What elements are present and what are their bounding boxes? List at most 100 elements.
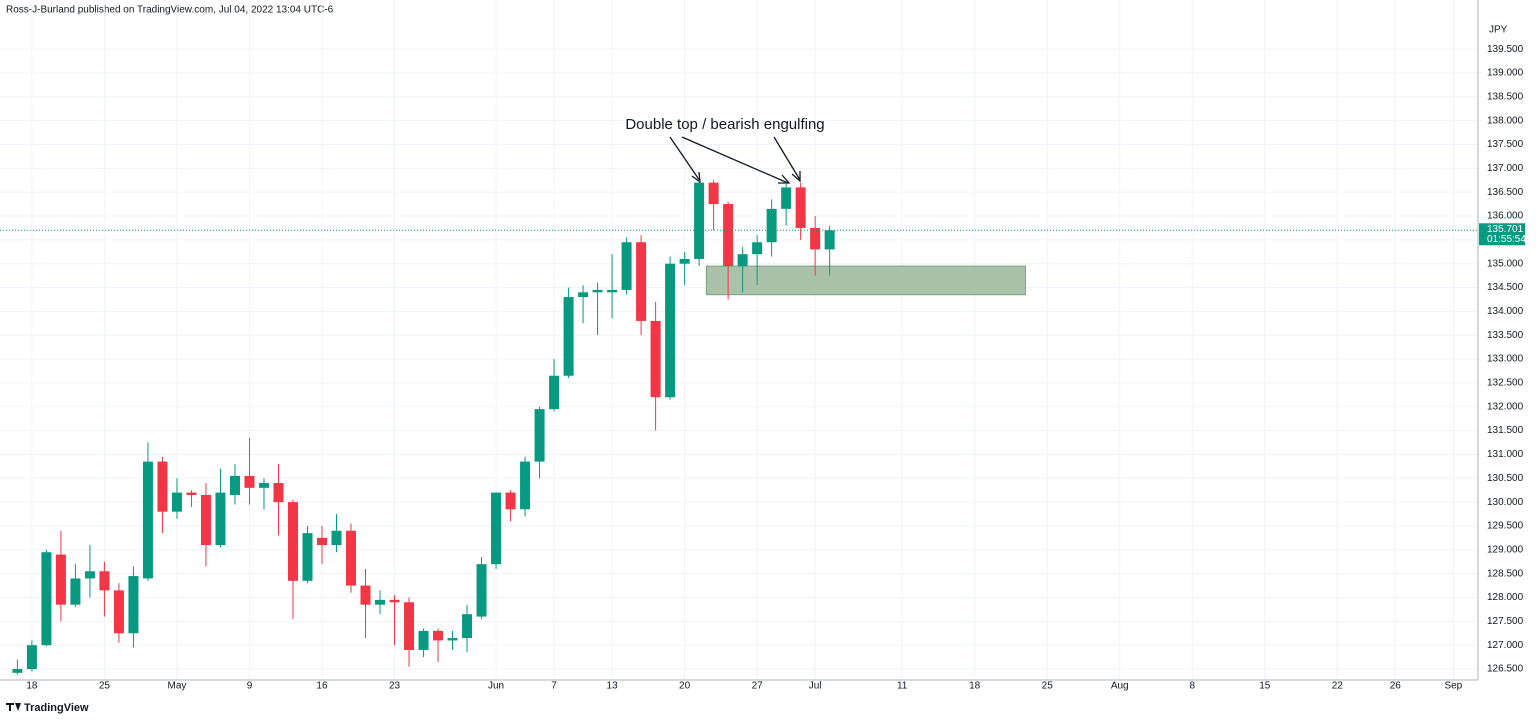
candle-body [287, 502, 298, 581]
candle-body [621, 242, 632, 290]
candle-body [679, 258, 690, 264]
x-tick-label: Jun [488, 681, 504, 692]
candle-body [302, 533, 313, 581]
candle-body [404, 602, 415, 650]
candle-body [128, 576, 139, 634]
y-tick-label: 139.500 [1487, 44, 1524, 55]
y-tick-label: 127.500 [1487, 616, 1524, 627]
y-tick-label: 129.000 [1487, 544, 1524, 555]
y-tick-label: 136.000 [1487, 211, 1524, 222]
y-tick-label: 135.000 [1487, 258, 1524, 269]
candle-body [607, 289, 618, 293]
x-tick-label: 20 [679, 681, 691, 692]
y-tick-label: 133.000 [1487, 354, 1524, 365]
y-tick-label: 128.000 [1487, 592, 1524, 603]
candle-body [99, 571, 110, 591]
candle-body [41, 552, 52, 646]
x-tick-label: Jul [809, 681, 822, 692]
candle-body [273, 483, 284, 503]
x-tick-label: 25 [1042, 681, 1054, 692]
x-tick-label: May [168, 681, 187, 692]
x-tick-label: 25 [99, 681, 111, 692]
candle-body [578, 292, 589, 298]
y-tick-label: 137.500 [1487, 139, 1524, 150]
candle-body [549, 375, 560, 410]
y-tick-label: 138.500 [1487, 91, 1524, 102]
candle-body [346, 530, 357, 586]
x-tick-label: 18 [26, 681, 38, 692]
footer: TradingView [24, 702, 89, 714]
candle-body [84, 571, 95, 579]
y-tick-label: 131.500 [1487, 425, 1524, 436]
y-tick-label: 134.000 [1487, 306, 1524, 317]
candle-body [26, 645, 37, 670]
y-tick-label: 133.500 [1487, 330, 1524, 341]
x-tick-label: 8 [1189, 681, 1195, 692]
x-tick-label: 11 [897, 681, 908, 692]
candle-body [418, 630, 429, 650]
y-tick-label: 129.500 [1487, 521, 1524, 532]
candle-body [650, 320, 661, 398]
x-tick-label: Aug [1111, 681, 1129, 692]
candle-body [766, 208, 777, 243]
y-tick-label: 128.500 [1487, 568, 1524, 579]
annotation-arrows [669, 136, 801, 184]
candle-body [200, 494, 211, 546]
candle-body [592, 289, 603, 293]
y-tick-label: 132.000 [1487, 401, 1524, 412]
candle-body [244, 475, 255, 488]
countdown: 01:55:54 [1487, 234, 1526, 245]
candle-body [476, 564, 487, 617]
x-tick-label: 15 [1259, 681, 1271, 692]
candle-body [781, 187, 792, 209]
x-tick-label: 7 [551, 681, 557, 692]
header: Ross-J-Burland published on TradingView.… [6, 5, 334, 16]
candle-body [462, 614, 473, 639]
candle-body [113, 590, 124, 634]
y-tick-label: 130.000 [1487, 497, 1524, 508]
candle-body [520, 461, 531, 510]
x-tick-label: 9 [247, 681, 253, 692]
candle-body [142, 461, 153, 579]
candle-body [389, 599, 400, 603]
zone [705, 265, 1026, 296]
candle-body [491, 492, 502, 565]
x-tick-label: 26 [1390, 681, 1402, 692]
y-tick-label: 130.500 [1487, 473, 1524, 484]
last-price-box [1479, 223, 1525, 246]
logo [6, 703, 21, 711]
candle-body [55, 554, 66, 605]
candle-body [12, 669, 23, 673]
y-tick-label: 137.000 [1487, 163, 1524, 174]
currency: JPY [1489, 25, 1508, 36]
y-tick-label: 132.500 [1487, 378, 1524, 389]
candle-body [433, 630, 444, 641]
candle-body [70, 578, 81, 605]
candle-body [157, 461, 168, 512]
candle-body [186, 492, 197, 495]
y-tick-label: 127.000 [1487, 640, 1524, 651]
x-tick-label: 23 [389, 681, 401, 692]
candle-body [636, 242, 647, 321]
x-tick-label: 13 [607, 681, 619, 692]
y-tick-label: 126.500 [1487, 664, 1524, 675]
x-tick-label: 18 [969, 681, 981, 692]
candle-body [810, 227, 821, 250]
x-tick-label: 22 [1332, 681, 1344, 692]
plot [0, 0, 1478, 680]
candle-body [824, 230, 835, 250]
candle-body [375, 599, 386, 605]
candle-body [360, 585, 371, 605]
candle-body [331, 530, 342, 546]
x-tick-label: 16 [316, 681, 328, 692]
candle-body [534, 409, 545, 462]
candle-body [505, 492, 516, 510]
candle-body [229, 475, 240, 495]
candle-body [752, 242, 763, 255]
y-tick-label: 136.500 [1487, 187, 1524, 198]
candle-body [316, 537, 327, 546]
y-tick-label: 138.000 [1487, 115, 1524, 126]
candle-body [694, 182, 705, 259]
candle-body [708, 182, 719, 205]
